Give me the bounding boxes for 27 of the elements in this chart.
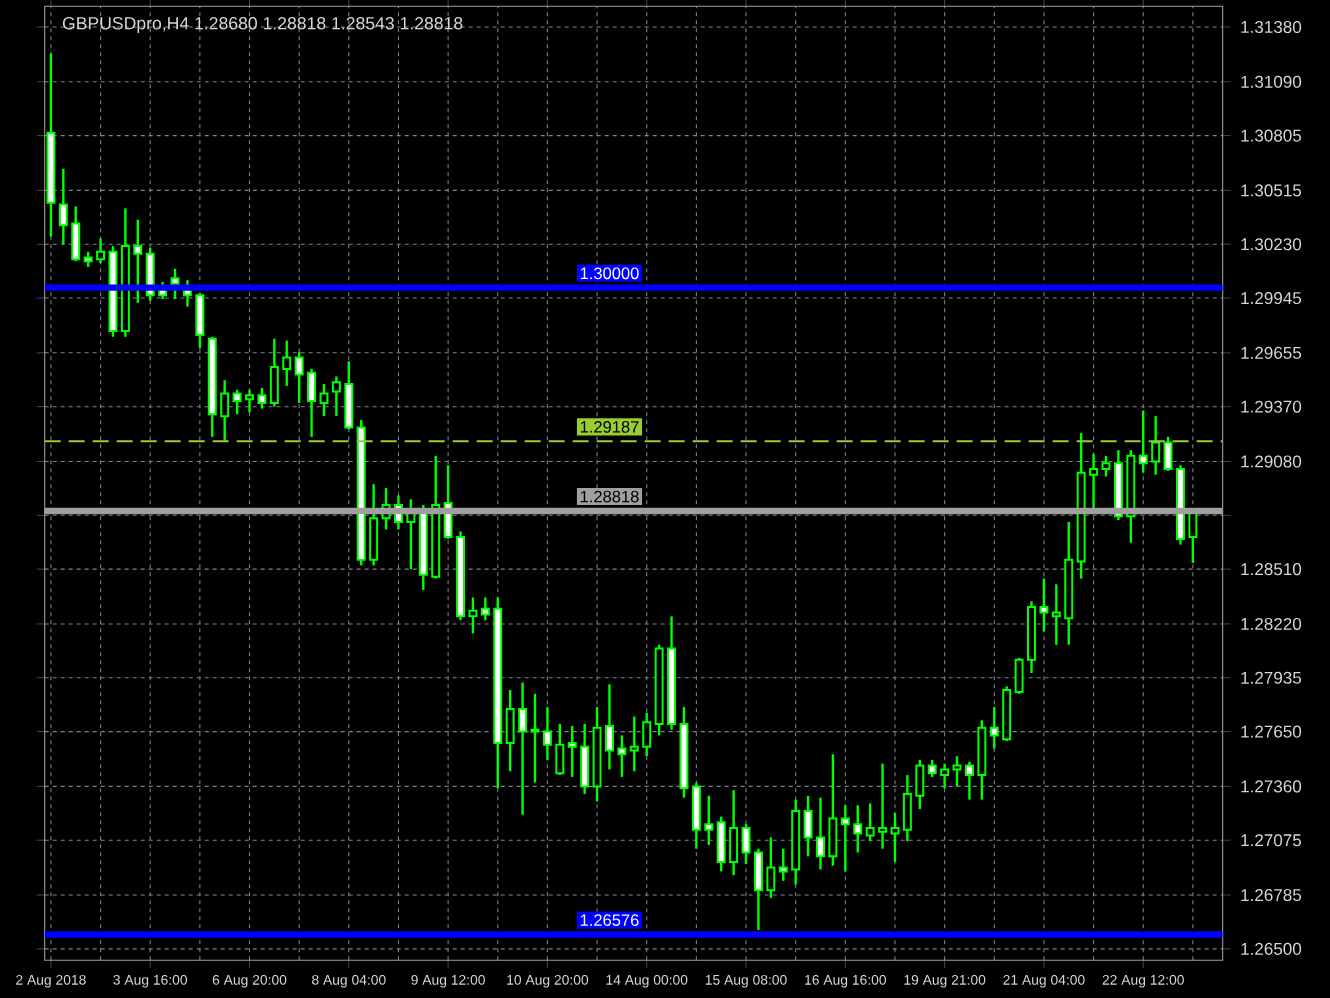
ref-line-label: 1.28818 bbox=[580, 490, 639, 503]
ref-line-label: 1.29187 bbox=[580, 421, 639, 433]
y-tick-label: 1.31090 bbox=[1241, 75, 1302, 88]
y-tick-label: 1.27935 bbox=[1241, 671, 1302, 684]
y-tick-label: 1.28220 bbox=[1241, 617, 1302, 630]
y-tick-label: 1.27360 bbox=[1241, 780, 1302, 793]
candlestick bbox=[741, 822, 751, 866]
candlestick bbox=[530, 692, 540, 784]
y-tick-label: 1.31380 bbox=[1241, 20, 1302, 34]
y-tick-label: 1.29080 bbox=[1241, 455, 1302, 468]
y-tick-label: 1.26785 bbox=[1241, 888, 1302, 902]
y-tick-label: 1.29655 bbox=[1241, 346, 1302, 359]
y-tick-label: 1.28510 bbox=[1241, 563, 1302, 576]
y-tick-label: 1.30230 bbox=[1241, 238, 1302, 251]
y-tick-label: 1.26500 bbox=[1241, 942, 1302, 955]
y-tick-label: 1.30805 bbox=[1241, 129, 1302, 142]
text: GBPUSDpro,H4 1.28680 1.28818 1.28543 1.28818 bbox=[62, 17, 463, 33]
y-tick-label: 1.27075 bbox=[1241, 834, 1302, 847]
candlestick bbox=[1101, 454, 1111, 478]
y-tick-label: 1.29370 bbox=[1241, 400, 1302, 413]
y-tick-label: 1.30515 bbox=[1241, 184, 1302, 197]
candlestick bbox=[319, 382, 329, 418]
ref-line-label: 1.30000 bbox=[580, 267, 639, 280]
candlestick bbox=[170, 267, 180, 301]
ref-line-label: 1.26576 bbox=[580, 914, 639, 926]
y-tick-label: 1.29945 bbox=[1241, 292, 1302, 305]
y-tick-label: 1.27650 bbox=[1241, 725, 1302, 738]
